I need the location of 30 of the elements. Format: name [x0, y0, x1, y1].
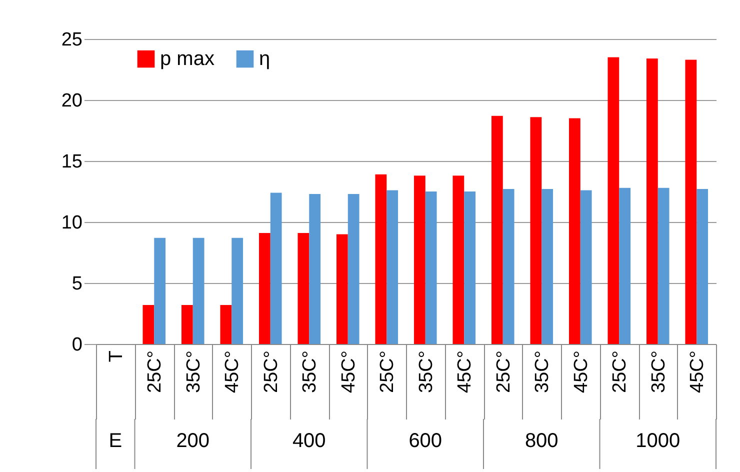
- x-tick-label: 25C°: [610, 350, 631, 393]
- x-tick-label: 45C°: [222, 350, 244, 393]
- y-tick-label: 10: [61, 212, 82, 234]
- x-tick-label: 35C°: [416, 350, 437, 393]
- legend-label: η: [259, 48, 270, 70]
- x-tick-label: 45C°: [454, 350, 476, 393]
- y-tick-label: 0: [72, 334, 82, 356]
- y-tick-label: 25: [61, 30, 82, 50]
- x-tick-label: 45C°: [338, 350, 360, 393]
- x-tick-label: 25C°: [377, 350, 398, 393]
- x-tick-label: T: [106, 350, 127, 362]
- x-tick-label: 45C°: [687, 350, 708, 393]
- text: 800: [524, 430, 558, 452]
- x-tick-label: 25C°: [493, 350, 514, 393]
- y-tick-label: 15: [61, 152, 82, 172]
- x-tick-label: 45C°: [570, 350, 592, 393]
- text: 200: [176, 430, 210, 452]
- text: E: [108, 430, 122, 452]
- x-tick-label: 35C°: [183, 350, 204, 393]
- y-tick-label: 5: [72, 274, 82, 294]
- text: 600: [408, 430, 442, 452]
- y-tick-label: 20: [61, 90, 82, 112]
- x-tick-label: 35C°: [300, 350, 321, 393]
- x-tick-label: 25C°: [144, 350, 166, 393]
- text: 1000: [636, 430, 680, 452]
- x-tick-label: 35C°: [648, 350, 670, 393]
- text: 400: [292, 430, 326, 452]
- legend-label: p max: [160, 48, 214, 70]
- x-tick-label: 25C°: [260, 350, 282, 393]
- x-tick-label: 35C°: [532, 350, 554, 393]
